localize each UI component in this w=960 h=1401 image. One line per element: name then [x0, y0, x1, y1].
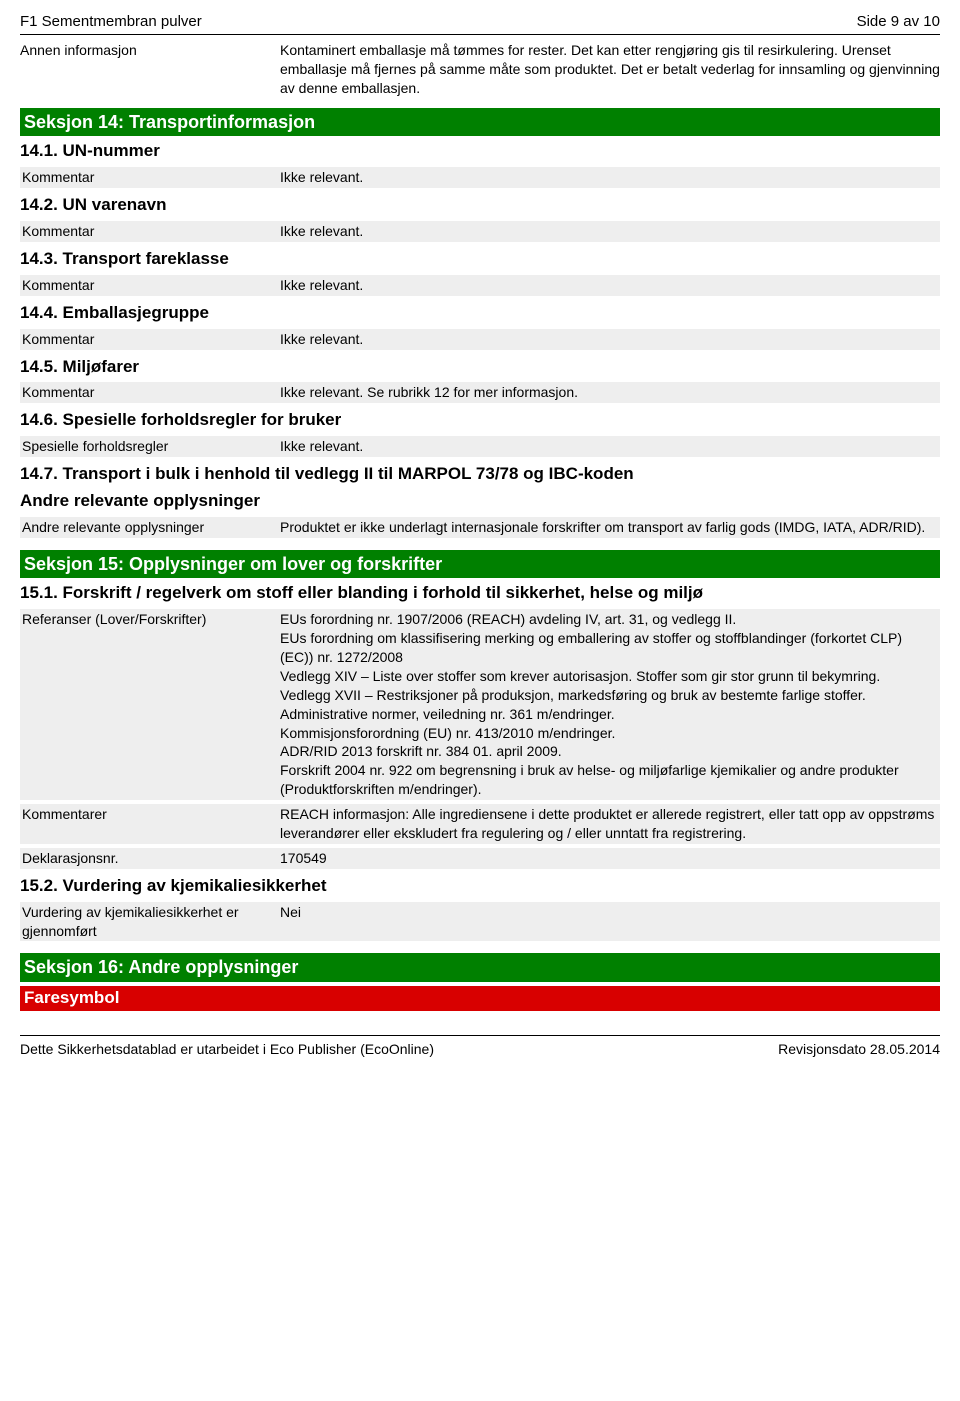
heading-15-1: 15.1. Forskrift / regelverk om stoff ell… [20, 582, 940, 605]
value-15-1-kom: REACH informasjon: Alle ingrediensene i … [280, 804, 940, 844]
value-14-2: Ikke relevant. [280, 221, 940, 242]
row-15-2: Vurdering av kjemikaliesikkerhet er gjen… [20, 900, 940, 944]
footer-right: Revisjonsdato 28.05.2014 [778, 1040, 940, 1059]
heading-14-4: 14.4. Emballasjegruppe [20, 302, 940, 325]
label-15-1-dek: Deklarasjonsnr. [20, 848, 280, 869]
row-15-1-ref: Referanser (Lover/Forskrifter) EUs foror… [20, 607, 940, 802]
label-14-6: Spesielle forholdsregler [20, 436, 280, 457]
value-14-7: Produktet er ikke underlagt internasjona… [280, 517, 940, 538]
label-14-4: Kommentar [20, 329, 280, 350]
faresymbol-bar: Faresymbol [20, 986, 940, 1011]
row-14-7: Andre relevante opplysninger Produktet e… [20, 515, 940, 540]
value-15-1-ref: EUs forordning nr. 1907/2006 (REACH) avd… [280, 609, 940, 800]
subheading-14-7: Andre relevante opplysninger [20, 490, 940, 513]
row-14-6: Spesielle forholdsregler Ikke relevant. [20, 434, 940, 459]
intro-label: Annen informasjon [20, 41, 280, 98]
row-14-3: Kommentar Ikke relevant. [20, 273, 940, 298]
label-14-1: Kommentar [20, 167, 280, 188]
label-15-2: Vurdering av kjemikaliesikkerhet er gjen… [20, 902, 280, 942]
heading-14-6: 14.6. Spesielle forholdsregler for bruke… [20, 409, 940, 432]
doc-title: F1 Sementmembran pulver [20, 12, 202, 32]
heading-14-1: 14.1. UN-nummer [20, 140, 940, 163]
value-14-1: Ikke relevant. [280, 167, 940, 188]
section-14-title: Seksjon 14: Transportinformasjon [20, 108, 940, 136]
label-14-3: Kommentar [20, 275, 280, 296]
label-14-2: Kommentar [20, 221, 280, 242]
row-15-1-kom: Kommentarer REACH informasjon: Alle ingr… [20, 802, 940, 846]
heading-14-2: 14.2. UN varenavn [20, 194, 940, 217]
row-15-1-dek: Deklarasjonsnr. 170549 [20, 846, 940, 871]
heading-14-3: 14.3. Transport fareklasse [20, 248, 940, 271]
value-14-5: Ikke relevant. Se rubrikk 12 for mer inf… [280, 382, 940, 403]
row-14-4: Kommentar Ikke relevant. [20, 327, 940, 352]
heading-15-2: 15.2. Vurdering av kjemikaliesikkerhet [20, 875, 940, 898]
page-footer: Dette Sikkerhetsdatablad er utarbeidet i… [20, 1035, 940, 1059]
section-15-title: Seksjon 15: Opplysninger om lover og for… [20, 550, 940, 578]
heading-14-7: 14.7. Transport i bulk i henhold til ved… [20, 463, 940, 486]
row-14-5: Kommentar Ikke relevant. Se rubrikk 12 f… [20, 380, 940, 405]
section-16-title: Seksjon 16: Andre opplysninger [20, 953, 940, 981]
footer-left: Dette Sikkerhetsdatablad er utarbeidet i… [20, 1040, 434, 1059]
intro-row: Annen informasjon Kontaminert emballasje… [20, 41, 940, 98]
value-15-2: Nei [280, 902, 940, 942]
label-14-7: Andre relevante opplysninger [20, 517, 280, 538]
page-number: Side 9 av 10 [857, 12, 940, 32]
intro-value: Kontaminert emballasje må tømmes for res… [280, 41, 940, 98]
label-15-1-kom: Kommentarer [20, 804, 280, 844]
label-15-1-ref: Referanser (Lover/Forskrifter) [20, 609, 280, 800]
heading-14-5: 14.5. Miljøfarer [20, 356, 940, 379]
value-15-1-dek: 170549 [280, 848, 940, 869]
label-14-5: Kommentar [20, 382, 280, 403]
value-14-6: Ikke relevant. [280, 436, 940, 457]
page-header: F1 Sementmembran pulver Side 9 av 10 [20, 12, 940, 35]
row-14-2: Kommentar Ikke relevant. [20, 219, 940, 244]
value-14-3: Ikke relevant. [280, 275, 940, 296]
value-14-4: Ikke relevant. [280, 329, 940, 350]
row-14-1: Kommentar Ikke relevant. [20, 165, 940, 190]
